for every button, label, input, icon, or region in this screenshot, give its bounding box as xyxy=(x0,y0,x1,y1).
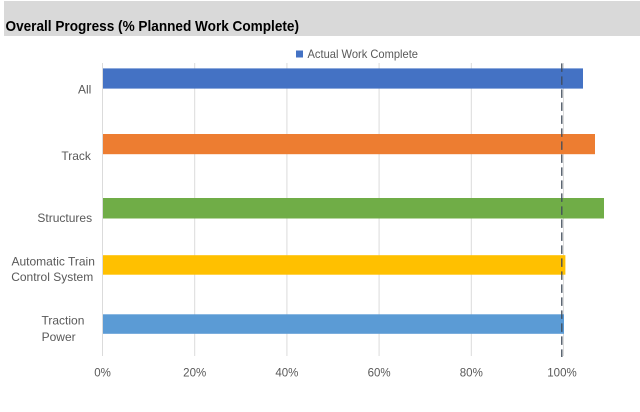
svg-text:Traction: Traction xyxy=(42,313,85,327)
svg-text:Structures: Structures xyxy=(37,211,92,225)
svg-text:Actual Work Complete: Actual Work Complete xyxy=(308,47,419,61)
svg-text:All: All xyxy=(78,82,91,96)
svg-text:100%: 100% xyxy=(547,367,576,379)
svg-text:60%: 60% xyxy=(368,367,391,379)
svg-text:0%: 0% xyxy=(94,367,111,379)
svg-text:80%: 80% xyxy=(460,367,483,379)
svg-text:Track: Track xyxy=(61,149,92,163)
svg-text:Automatic Train: Automatic Train xyxy=(12,255,95,269)
svg-text:Overall Progress (% Planned Wo: Overall Progress (% Planned Work Complet… xyxy=(6,18,300,35)
svg-text:Control System: Control System xyxy=(11,270,93,284)
svg-text:40%: 40% xyxy=(275,367,298,379)
svg-text:Power: Power xyxy=(42,330,76,344)
svg-text:20%: 20% xyxy=(183,367,206,379)
